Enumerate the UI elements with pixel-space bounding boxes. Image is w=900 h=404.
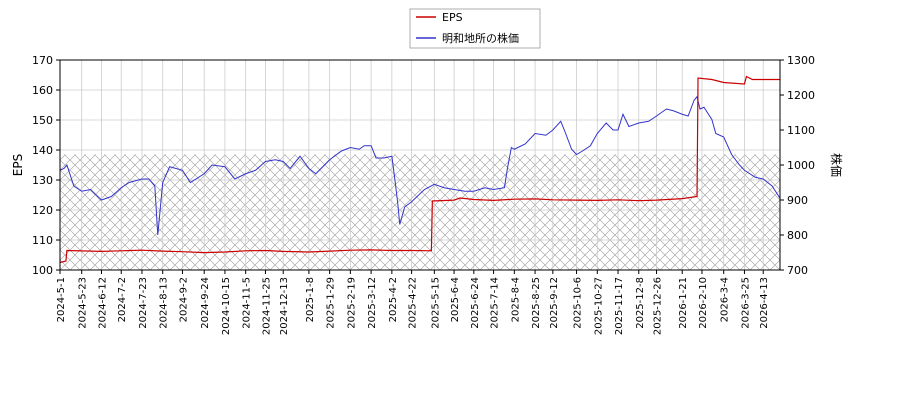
x-tick-label: 2025-12-26 [653, 277, 664, 335]
x-tick-label: 2025-12-8 [635, 277, 646, 329]
x-tick-label: 2025-8-4 [510, 277, 521, 322]
x-tick-label: 2024-7-23 [138, 277, 149, 329]
y-axis-label-left: EPS [11, 154, 25, 176]
legend-label-price: 明和地所の株価 [442, 31, 519, 45]
x-tick-label: 2024-5-1 [56, 277, 67, 322]
right-tick-label: 900 [787, 194, 808, 207]
right-tick-label: 700 [787, 264, 808, 277]
y-axis-label-right: 株価 [829, 153, 844, 177]
x-tick-label: 2025-4-22 [408, 277, 419, 329]
right-tick-label: 800 [787, 229, 808, 242]
right-tick-label: 1100 [787, 124, 815, 137]
x-tick-label: 2026-3-25 [740, 277, 751, 329]
right-y-axis: 700 800 900 1000 1100 1200 1300 [780, 54, 815, 277]
x-tick-label: 2026-4-13 [759, 277, 770, 329]
legend: EPS 明和地所の株価 [409, 8, 541, 49]
left-tick-label: 100 [32, 264, 53, 277]
x-tick-label: 2025-1-8 [305, 277, 316, 322]
x-tick-label: 2024-8-13 [159, 277, 170, 329]
x-tick-label: 2024-9-24 [200, 277, 211, 329]
x-tick-label: 2024-11-5 [242, 277, 253, 329]
hatched-band [60, 154, 780, 270]
series-line-eps [60, 75, 780, 264]
x-tick-label: 2025-8-25 [531, 277, 542, 329]
right-tick-label: 1300 [787, 54, 815, 67]
x-tick-label: 2025-6-24 [470, 277, 481, 329]
legend-label-eps: EPS [442, 11, 463, 24]
x-tick-label: 2025-7-14 [490, 277, 501, 329]
x-tick-label: 2024-9-2 [178, 277, 189, 322]
left-tick-label: 110 [32, 234, 53, 247]
x-tick-label: 2024-12-13 [279, 277, 290, 335]
x-tick-label: 2025-3-12 [367, 277, 378, 329]
x-tick-label: 2026-2-10 [698, 277, 709, 329]
x-tick-label: 2024-11-25 [261, 277, 272, 335]
legend-box [409, 8, 541, 49]
x-tick-label: 2026-1-21 [678, 277, 689, 329]
left-tick-label: 150 [32, 114, 53, 127]
x-tick-label: 2024-6-12 [97, 277, 108, 329]
left-tick-label: 130 [32, 174, 53, 187]
left-y-axis: 100 110 120 130 140 150 160 170 [32, 54, 60, 277]
x-tick-label: 2025-6-4 [450, 277, 461, 322]
left-tick-label: 170 [32, 54, 53, 67]
series-line-price [60, 95, 780, 236]
x-tick-label: 2024-10-15 [221, 277, 232, 335]
x-tick-label: 2025-11-17 [614, 277, 625, 335]
x-tick-label: 2025-10-6 [573, 277, 584, 329]
right-tick-label: 1200 [787, 89, 815, 102]
x-tick-label: 2026-3-4 [720, 277, 731, 322]
x-tick-label: 2025-10-27 [593, 277, 604, 335]
x-tick-label: 2025-2-19 [346, 277, 357, 329]
x-tick-label: 2025-5-15 [430, 277, 441, 329]
x-tick-label: 2025-1-29 [326, 277, 337, 329]
x-tick-label: 2024-5-23 [78, 277, 89, 329]
x-tick-label: 2025-9-12 [549, 277, 560, 329]
x-tick-label: 2025-4-2 [388, 277, 399, 322]
left-tick-label: 140 [32, 144, 53, 157]
right-tick-label: 1000 [787, 159, 815, 172]
left-tick-label: 160 [32, 84, 53, 97]
left-tick-label: 120 [32, 204, 53, 217]
x-axis: 2024-5-1 2024-5-23 2024-6-12 2024-7-2 2024-7… [56, 270, 770, 335]
x-tick-label: 2024-7-2 [117, 277, 128, 322]
